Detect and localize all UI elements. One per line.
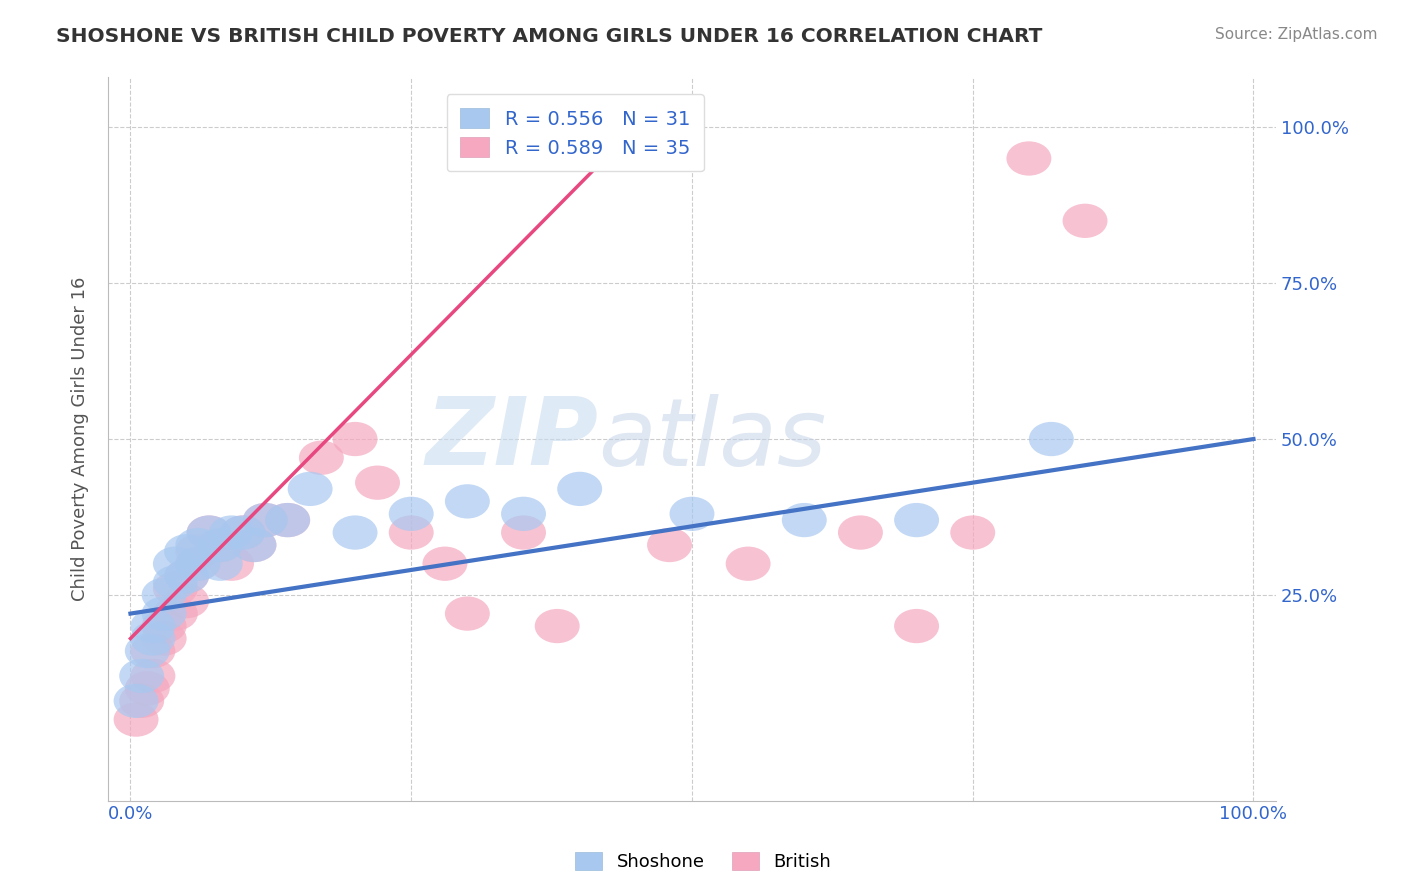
Y-axis label: Child Poverty Among Girls Under 16: Child Poverty Among Girls Under 16 (72, 277, 89, 601)
Legend: R = 0.556   N = 31, R = 0.589   N = 35: R = 0.556 N = 31, R = 0.589 N = 35 (447, 95, 704, 171)
Text: atlas: atlas (599, 393, 827, 484)
Text: ZIP: ZIP (426, 393, 599, 485)
Legend: Shoshone, British: Shoshone, British (568, 845, 838, 879)
Text: SHOSHONE VS BRITISH CHILD POVERTY AMONG GIRLS UNDER 16 CORRELATION CHART: SHOSHONE VS BRITISH CHILD POVERTY AMONG … (56, 27, 1043, 45)
Text: Source: ZipAtlas.com: Source: ZipAtlas.com (1215, 27, 1378, 42)
